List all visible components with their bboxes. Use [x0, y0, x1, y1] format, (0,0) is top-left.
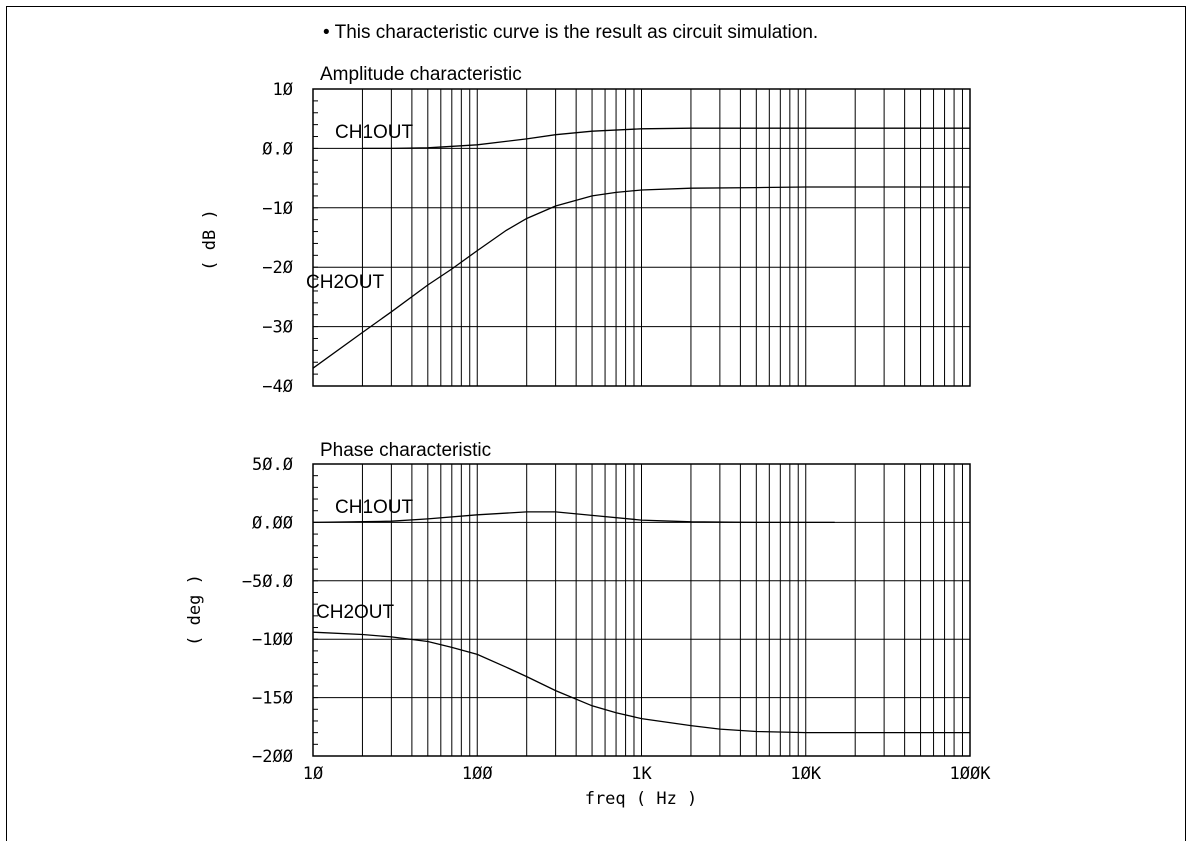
plot-frame: [312, 88, 971, 387]
y-tick-label: −5Ø.Ø: [242, 572, 293, 592]
series-label-ch2out: CH2OUT: [306, 272, 385, 293]
series-line-ch1out: [312, 511, 835, 524]
y-tick-label: −4Ø: [262, 377, 293, 397]
series-line-ch2out: [312, 631, 970, 734]
amplitude-chart: 1Ø Ø.Ø −1Ø −2Ø −3Ø −4Ø ( dB ) Amplitude charact…: [200, 64, 971, 397]
phase-chart: 5Ø.Ø Ø.ØØ −5Ø.Ø −1ØØ −15Ø −2ØØ ( deg ) Phase ch…: [185, 440, 971, 767]
y-tick-label: 5Ø.Ø: [252, 455, 293, 475]
x-tick-label: 1K: [631, 764, 652, 784]
y-tick-label: −2ØØ: [252, 747, 293, 767]
y-axis-label: ( dB ): [200, 209, 220, 270]
x-tick-label: 1ØK: [790, 764, 821, 784]
y-tick-label: −1ØØ: [252, 630, 293, 650]
y-tick-label: −1Ø: [262, 199, 293, 219]
series-line-ch1out: [362, 127, 970, 150]
series-label-ch2out: CH2OUT: [316, 602, 395, 623]
series-label-ch1out: CH1OUT: [335, 497, 414, 518]
panel-title: Phase characteristic: [320, 440, 491, 461]
plot-frame: [312, 463, 971, 757]
y-tick-label: −2Ø: [262, 258, 293, 278]
y-tick-label: Ø.ØØ: [252, 513, 293, 533]
y-axis-label: ( deg ): [185, 574, 205, 646]
y-tick-label: −3Ø: [262, 318, 293, 338]
y-tick-label: Ø.Ø: [262, 139, 293, 159]
x-axis-label: freq ( Hz ): [585, 789, 698, 809]
x-tick-label: 1Ø: [303, 764, 323, 784]
x-tick-label: 1ØØK: [950, 764, 992, 784]
y-tick-label: 1Ø: [273, 80, 293, 100]
x-tick-label: 1ØØ: [462, 764, 493, 784]
series-label-ch1out: CH1OUT: [335, 122, 414, 143]
simulation-note: • This characteristic curve is the resul…: [323, 22, 819, 43]
series-line-ch2out: [312, 186, 970, 369]
page-frame: [6, 6, 1186, 841]
y-tick-label: −15Ø: [252, 689, 293, 709]
panel-title: Amplitude characteristic: [320, 64, 522, 85]
